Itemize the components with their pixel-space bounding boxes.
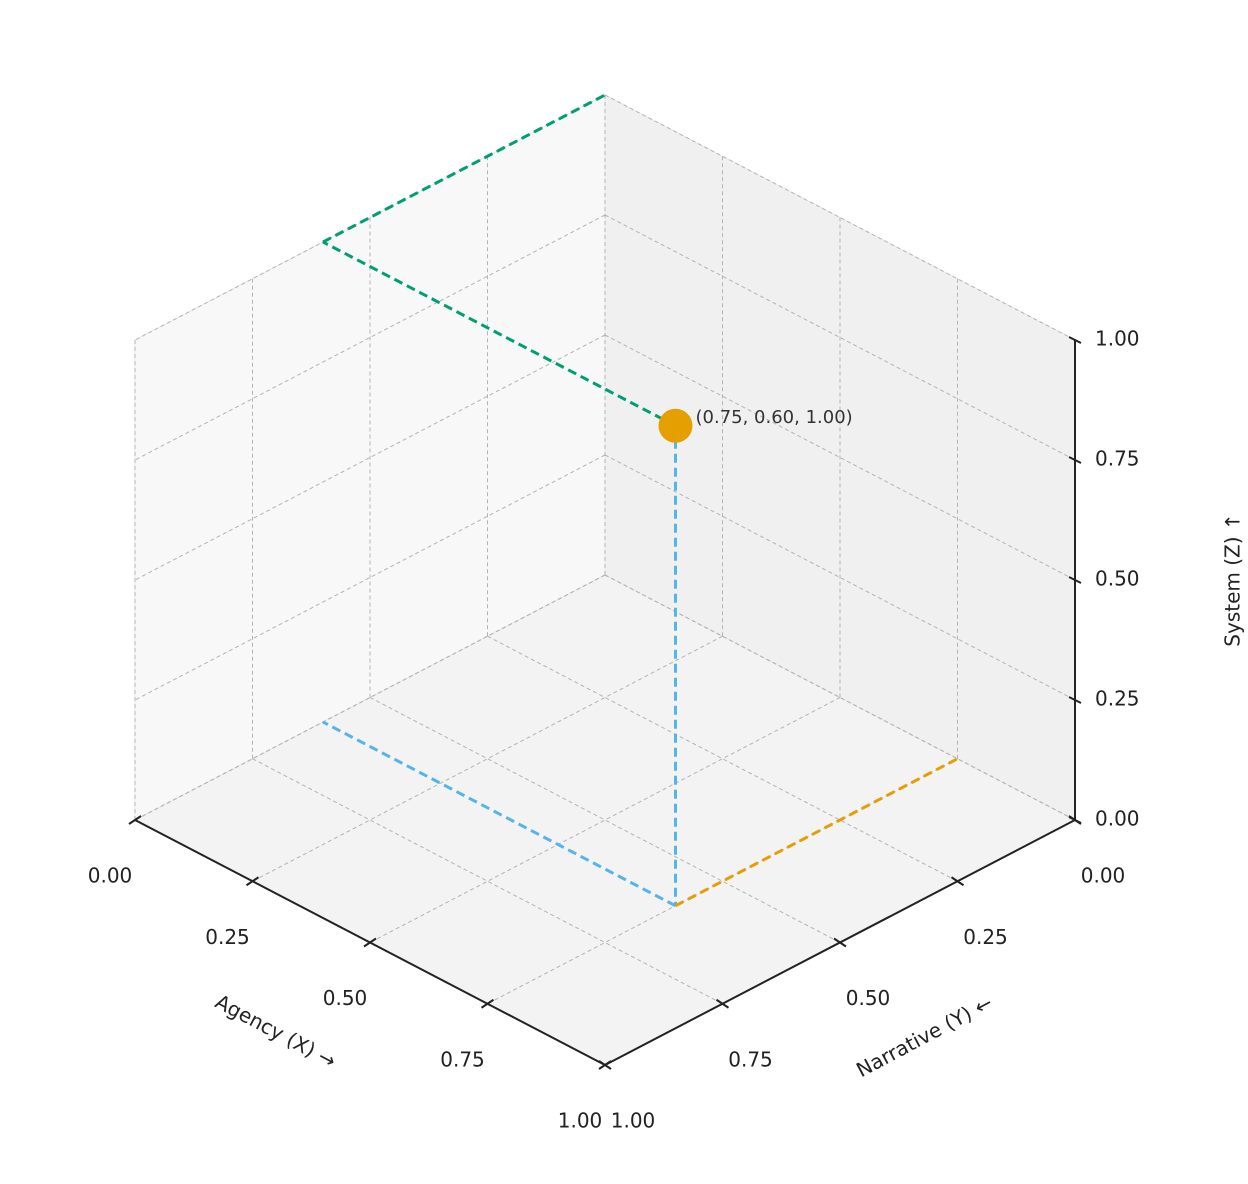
- grid-line: [369, 697, 841, 943]
- y-tick: [715, 998, 730, 1009]
- z-tick-label: 0.50: [1095, 567, 1140, 591]
- grid-line: [369, 697, 841, 943]
- grid-line: [134, 334, 606, 581]
- x-tick: [245, 876, 260, 887]
- z-tick: [1068, 336, 1082, 344]
- grid-line: [604, 574, 1076, 821]
- grid-line: [487, 635, 958, 882]
- z-tick-label: 1.00: [1095, 327, 1140, 351]
- z-tick: [1068, 456, 1082, 464]
- annotation: (0.75, 0.60, 1.00): [696, 407, 853, 428]
- grid-line: [134, 574, 606, 821]
- z-tick-label: 0.25: [1095, 687, 1140, 711]
- projection-line: [322, 240, 677, 428]
- grid-line: [604, 214, 1076, 461]
- projection-line: [674, 757, 959, 908]
- grid-line: [252, 758, 723, 1005]
- z-tick: [1068, 816, 1082, 824]
- grid-line: [604, 334, 1076, 581]
- z-tick-label: 0.00: [1095, 807, 1140, 831]
- y-tick: [833, 937, 847, 948]
- y-tick-label: 1.00: [611, 1109, 656, 1133]
- z-tick: [1068, 576, 1082, 584]
- x-tick-label: 0.00: [88, 864, 133, 888]
- projection-line: [322, 93, 606, 244]
- y-tick: [950, 876, 965, 887]
- grid-line: [134, 454, 606, 701]
- y-tick-label: 0.50: [846, 986, 891, 1010]
- z-axis-label: System (Z) ↑: [1221, 513, 1245, 646]
- projection-line: [322, 720, 677, 908]
- x-axis-label: Agency (X) →: [211, 989, 340, 1073]
- grid-line: [252, 635, 723, 882]
- grid-line: [134, 214, 606, 461]
- x-tick: [128, 815, 142, 825]
- data-point: [658, 408, 693, 443]
- x-tick-label: 0.75: [440, 1047, 485, 1071]
- grid-line: [604, 94, 1076, 341]
- x-tick-label: 0.50: [323, 986, 368, 1010]
- grid-line: [604, 454, 1076, 701]
- x-tick-label: 0.25: [205, 925, 250, 949]
- x-tick: [480, 998, 495, 1009]
- y-tick: [598, 1060, 612, 1070]
- grid-line: [487, 758, 958, 1005]
- grid-line: [134, 94, 606, 341]
- z-tick: [1068, 696, 1082, 704]
- x-tick: [363, 937, 377, 948]
- y-tick-label: 0.00: [1081, 864, 1126, 888]
- z-tick-label: 0.75: [1095, 447, 1140, 471]
- x-tick-label: 1.00: [558, 1109, 603, 1133]
- y-tick-label: 0.25: [963, 925, 1008, 949]
- y-tick-label: 0.75: [728, 1047, 773, 1071]
